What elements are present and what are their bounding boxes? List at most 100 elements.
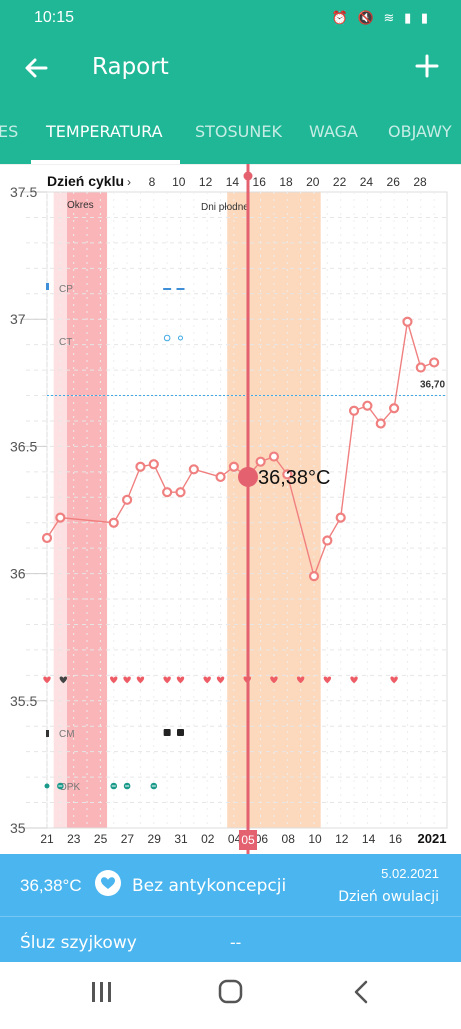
temperature-point[interactable] (55, 512, 66, 523)
bottom-axis-tick: 08 (282, 832, 296, 846)
back-nav-button[interactable] (354, 980, 368, 1004)
system-nav-bar (0, 962, 461, 1024)
temperature-point[interactable] (255, 456, 266, 467)
temperature-point[interactable] (335, 512, 346, 523)
temperature-point[interactable] (282, 469, 293, 480)
status-time: 10:15 (34, 9, 75, 26)
bottom-axis-tick: 27 (121, 832, 135, 846)
selected-temperature-label: 36,38°C (258, 467, 331, 489)
opk-edge-marker (44, 783, 50, 789)
cm-edge-marker (46, 730, 49, 737)
temperature-point[interactable] (402, 316, 413, 327)
y-tick-label: 36.5 (10, 438, 37, 454)
fertile-label: Dni płodne (201, 202, 249, 213)
temperature-point[interactable] (322, 535, 333, 546)
temperature-point[interactable] (389, 403, 400, 414)
wifi-icon: ≋ (383, 10, 398, 25)
temperature-chart-svg: 37.5 37 36.5 36 35.5 35 36,70 Okres Dni płodne CP… (0, 163, 461, 854)
bottom-axis-tick: 21 (40, 832, 54, 846)
bottom-axis-tick: 12 (335, 832, 349, 846)
intercourse-heart (110, 676, 118, 684)
temperature-point[interactable] (188, 464, 199, 475)
back-button[interactable] (20, 52, 52, 84)
add-button[interactable] (411, 50, 443, 82)
temperature-point[interactable] (375, 418, 386, 429)
top-axis-title: Dzień cyklu (47, 173, 124, 189)
y-tick-label: 35.5 (10, 693, 37, 709)
intercourse-heart (123, 676, 131, 684)
top-axis-tick: 14 (226, 175, 240, 189)
mute-icon: 🔇 (357, 10, 377, 25)
temperature-point[interactable] (362, 400, 373, 411)
tab-intercourse[interactable]: STOSUNEK (195, 122, 282, 141)
temperature-chart[interactable]: 37.5 37 36.5 36 35.5 35 36,70 Okres Dni płodne CP… (0, 163, 461, 854)
temperature-point[interactable] (41, 532, 53, 544)
temperature-point[interactable] (148, 459, 159, 470)
tab-weight[interactable]: WAGA (309, 122, 358, 141)
tab-indicator (31, 160, 180, 164)
intercourse-heart (216, 676, 225, 684)
temperature-point[interactable] (348, 405, 360, 416)
bottom-axis-tick: 06 (255, 832, 269, 846)
temperature-point[interactable] (429, 357, 440, 368)
temperature-point[interactable] (162, 487, 173, 498)
top-axis-tick: 28 (413, 175, 427, 189)
battery-icon: ▮ (420, 10, 431, 25)
ct-marker (178, 335, 183, 341)
home-button[interactable] (218, 979, 243, 1004)
top-axis-tick: 24 (360, 175, 374, 189)
temperature-point[interactable] (175, 487, 186, 498)
year-label: 2021 (418, 831, 447, 846)
top-axis-tick: 20 (306, 175, 320, 189)
row-label-opk: OPK (59, 782, 80, 793)
arrow-left-icon (25, 58, 48, 78)
cm-marker (177, 729, 184, 736)
day-type: Dzień owulacji (338, 889, 439, 905)
coverline-label: 36,70 (420, 380, 445, 391)
selected-temperature-point[interactable] (238, 466, 258, 487)
temperature-point[interactable] (215, 471, 226, 483)
intercourse-heart (390, 676, 398, 684)
tab-symptoms-partial[interactable]: ES (0, 122, 19, 141)
intercourse-heart (176, 676, 185, 684)
y-tick-label: 37 (10, 311, 26, 327)
status-bar: 10:15 ⏰ 🔇 ≋ ▮ ▮ (0, 0, 461, 36)
plus-icon (415, 54, 439, 78)
selected-date-badge-label: 05 (241, 833, 255, 847)
day-summary-panel: 36,38°C Bez antykoncepcji 5.02.2021 Dzie… (0, 854, 461, 962)
mucus-value: -- (230, 933, 242, 952)
tab-temperature[interactable]: TEMPERATURA (46, 122, 163, 141)
bottom-axis-tick: 14 (362, 832, 376, 846)
bottom-axis-tick: 02 (201, 832, 215, 846)
row-label-ct: CT (59, 337, 72, 348)
intercourse-heart (136, 676, 145, 684)
cm-marker (163, 729, 171, 736)
selected-temperature: 36,38°C (20, 876, 82, 895)
top-axis-tick: 26 (387, 175, 401, 189)
footer-divider (0, 916, 461, 917)
intercourse-heart (296, 676, 305, 684)
selected-date-badge (239, 830, 257, 850)
intercourse-heart (323, 676, 332, 684)
intercourse-heart-dark (59, 676, 68, 684)
bottom-axis-tick: 29 (148, 832, 162, 846)
top-axis-tick: 10 (172, 175, 186, 189)
temperature-point[interactable] (121, 494, 133, 505)
temperature-point[interactable] (308, 571, 320, 582)
bottom-axis-tick: 23 (67, 832, 81, 846)
temperature-point[interactable] (268, 451, 280, 462)
contraception-status: Bez antykoncepcji (132, 876, 287, 896)
top-axis-arrow-icon: › (127, 175, 131, 189)
temperature-point[interactable] (415, 362, 426, 373)
y-tick-label: 35 (10, 820, 26, 836)
recent-apps-button[interactable] (92, 982, 111, 1002)
intercourse-heart (350, 676, 358, 684)
temperature-point[interactable] (228, 461, 239, 472)
temperature-point[interactable] (135, 461, 146, 472)
tab-symptoms[interactable]: OBJAWY (388, 122, 452, 141)
y-tick-label: 37.5 (10, 184, 37, 200)
ct-marker (163, 334, 171, 342)
page-title: Raport (92, 54, 169, 80)
temperature-point[interactable] (108, 517, 119, 528)
cp-marker (176, 288, 185, 290)
